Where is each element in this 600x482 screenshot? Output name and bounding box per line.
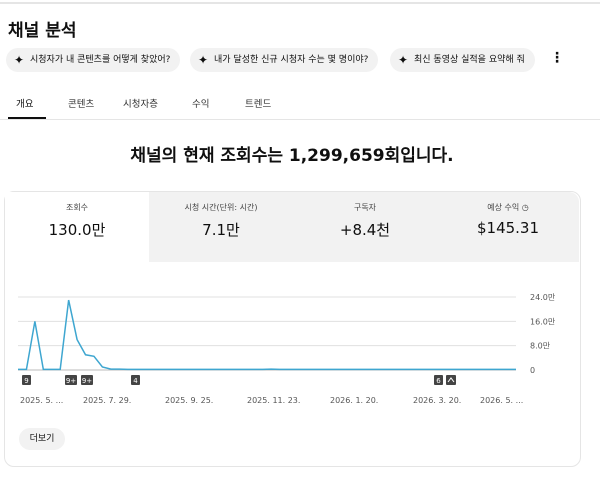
x-tick-label: 2026. 5. ... [480,396,524,405]
page-title: 채널 분석 [8,21,77,41]
chip[interactable]: 내가 달성한 신규 시청자 수는 몇 명이야? [190,48,379,72]
tab[interactable]: 콘텐츠 [68,99,95,110]
tab[interactable]: 시청자층 [123,99,158,110]
metric-value: 130.0만 [48,221,106,239]
metric-tab[interactable]: 예상 수익 ◷ $145.31 [437,192,579,262]
marker-label: 9+ [66,377,76,385]
metric-label: 구독자 [353,203,377,212]
metric-tab[interactable]: 구독자 +8.4천 [293,192,437,262]
more-button[interactable]: 더보기 [19,428,65,450]
metric-value: $145.31 [476,219,540,237]
y-tick-label: 16.0만 [530,317,556,326]
marker-label: 6 [436,377,441,385]
marker-label: 4 [133,377,138,385]
x-tick-label: 2026. 3. 20. [413,396,462,405]
y-tick-label: 8.0만 [530,342,551,351]
headline: 채널의 현재 조회수는 1,299,659회입니다. [130,146,454,166]
metric-value: 7.1만 [202,221,240,239]
tab[interactable]: 개요 [16,99,34,110]
top-border [0,2,600,4]
marker-box [65,375,77,385]
x-tick-label: 2026. 1. 20. [330,396,379,405]
chart: 24.0만 16.0만 8.0만 0 9 9+ 9+ 4 6 [18,293,556,385]
metric-value: +8.4천 [339,221,391,239]
marker-box [81,375,93,385]
metric-label: 예상 수익 ◷ [487,203,529,212]
y-tick-label: 24.0만 [530,293,556,302]
metric-label: 시청 시간(단위: 시간) [184,203,258,212]
tab[interactable]: 수익 [192,99,210,110]
x-tick-label: 2025. 11. 23. [247,396,301,405]
marker-box [22,375,31,385]
x-tick-label: 2025. 9. 25. [165,396,214,405]
marker-icon [446,375,456,385]
metric-tab[interactable]: 시청 시간(단위: 시간) 7.1만 [149,192,293,262]
metric-label-text: 예상 수익 [487,203,520,212]
marker-box [131,375,140,385]
more-menu[interactable]: ⋮ [550,50,564,66]
tab-underline [8,117,46,119]
tab-divider [0,119,600,120]
tab[interactable]: 트렌드 [245,99,272,110]
line-series [18,299,516,371]
marker-label: 9 [24,377,28,385]
marker-box [434,375,443,385]
metric-tab[interactable]: 조회수 130.0만 [5,192,149,262]
metric-label: 조회수 [65,203,89,212]
x-tick-label: 2025. 5. ... [20,396,64,405]
x-tick-label: 2025. 7. 29. [83,396,132,405]
marker-label: 9+ [82,377,92,385]
card [4,191,581,467]
y-tick-label: 0 [530,366,535,375]
chip[interactable]: 최신 동영상 실적을 요약해 줘 [390,48,535,72]
chip[interactable]: 시청자가 내 콘텐츠를 어떻게 찾았어? [6,48,181,72]
